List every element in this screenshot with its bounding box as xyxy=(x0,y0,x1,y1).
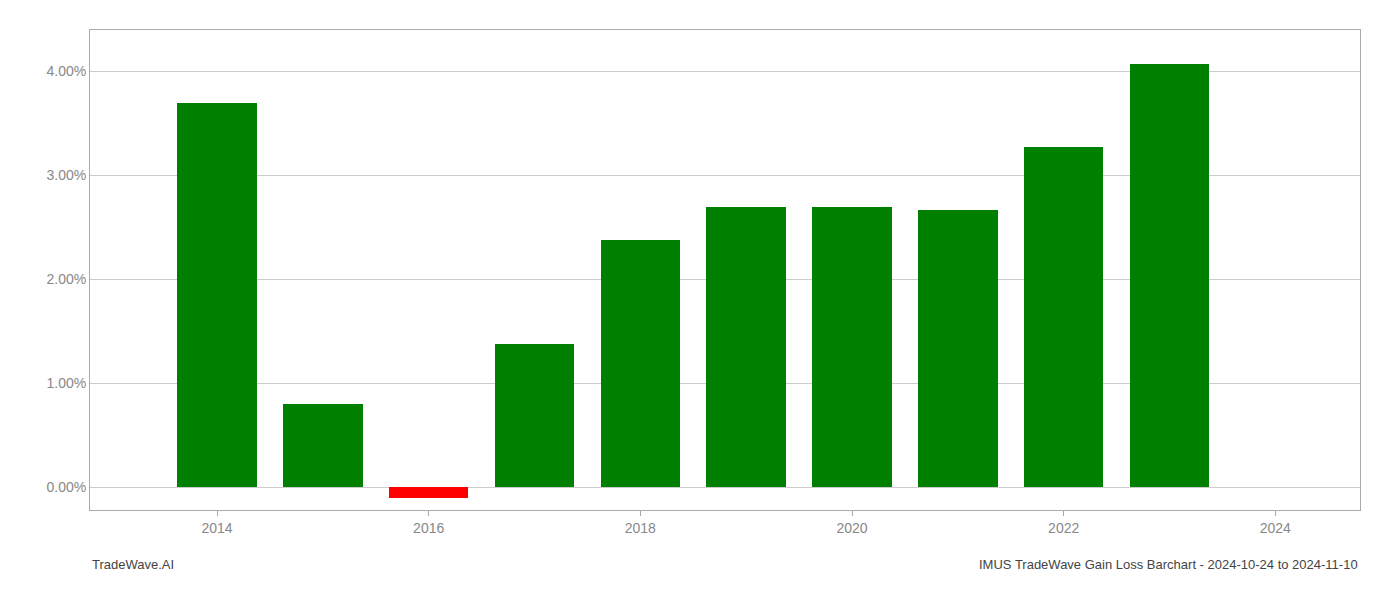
svg-text:IMUS TradeWave Gain Loss Barch: IMUS TradeWave Gain Loss Barchart - 2024… xyxy=(979,557,1358,572)
svg-text:2016: 2016 xyxy=(413,520,444,536)
svg-text:4.00%: 4.00% xyxy=(46,63,86,79)
svg-text:3.00%: 3.00% xyxy=(46,167,86,183)
svg-text:1.00%: 1.00% xyxy=(46,375,86,391)
svg-text:2020: 2020 xyxy=(836,520,867,536)
svg-text:TradeWave.AI: TradeWave.AI xyxy=(92,557,174,572)
svg-text:2014: 2014 xyxy=(201,520,232,536)
svg-text:2022: 2022 xyxy=(1048,520,1079,536)
svg-text:0.00%: 0.00% xyxy=(46,479,86,495)
svg-text:2018: 2018 xyxy=(625,520,656,536)
svg-text:2024: 2024 xyxy=(1260,520,1291,536)
svg-text:2.00%: 2.00% xyxy=(46,271,86,287)
